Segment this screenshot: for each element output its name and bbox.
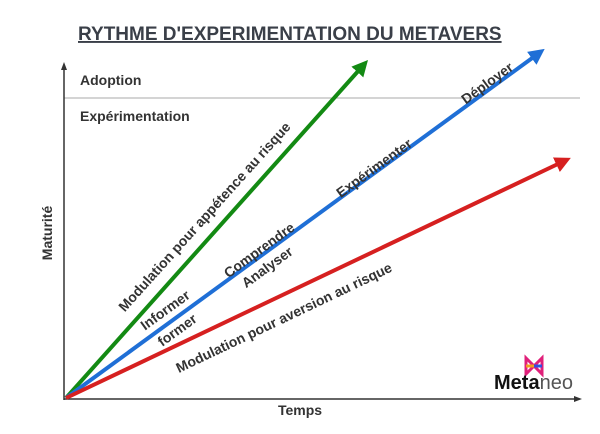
red-arrow-label: Modulation pour aversion au risque [173,259,394,376]
logo-meta: Meta [494,372,540,394]
green-arrow [64,60,368,400]
metaneo-logo: Metaneo [494,354,573,394]
logo-icon [524,354,544,378]
svg-text:Metaneo: Metaneo [494,372,573,394]
diagram-title: RYTHME D'EXPERIMENTATION DU METAVERS [78,24,502,45]
blue-label-experimenter: Expérimenter [333,135,415,201]
red-arrow [65,157,571,400]
x-axis-label: Temps [278,402,322,418]
logo-neo: neo [540,372,573,394]
zone-experimentation: Expérimentation [80,108,190,124]
blue-label-deployer: Déployer [458,59,516,107]
blue-arrow [64,48,545,400]
green-arrow-label: Modulation pour appétence au risque [115,119,294,315]
zone-adoption: Adoption [80,72,141,88]
y-axis-label: Maturité [39,206,55,261]
